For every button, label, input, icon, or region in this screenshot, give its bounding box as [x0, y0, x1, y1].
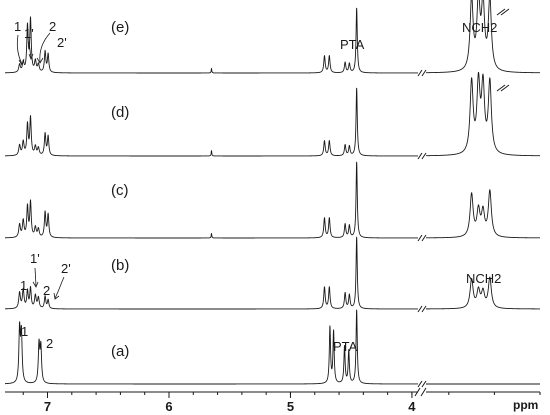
peak-label: 1'	[24, 26, 34, 41]
x-axis: 7 6 5 4 ppm	[5, 387, 541, 414]
spectrum-label: (a)	[111, 343, 129, 360]
peak-label: 1'	[30, 251, 40, 266]
peak-clip-mark	[496, 84, 510, 92]
peak-label: 1	[20, 278, 27, 293]
spectrum-line-right	[425, 276, 541, 310]
peak-label: 2	[43, 283, 50, 298]
peak-label: PTA	[340, 37, 365, 52]
arrow-head	[18, 58, 25, 66]
peak-label: 1	[21, 324, 28, 339]
peak-label: 2	[46, 336, 53, 351]
nch2-label: NCH2	[466, 271, 501, 286]
arrow-line	[16, 34, 23, 65]
spectrum-line-left	[4, 161, 419, 239]
trace-break-mark	[417, 69, 427, 77]
spectrum-line-left	[4, 236, 419, 310]
spectrum-trace	[4, 71, 541, 160]
spectrum-label: (b)	[111, 257, 129, 274]
peak-label: 2'	[61, 261, 71, 276]
nch2-label: NCH2	[462, 20, 497, 35]
spectrum-label: (e)	[111, 19, 129, 36]
arrow-head	[36, 57, 44, 64]
x-axis-title: ppm	[513, 398, 538, 412]
spectrum-trace	[4, 0, 541, 77]
spectrum-line-right	[425, 71, 541, 157]
spectrum-line-left	[4, 87, 419, 157]
arrow-head	[28, 53, 34, 61]
arrow-line	[39, 32, 51, 63]
spectrum-line-left	[4, 309, 419, 385]
spectrum-label: (c)	[111, 182, 129, 199]
x-tick-label: 6	[165, 399, 172, 414]
trace-break-mark	[417, 305, 427, 313]
arrow-head	[53, 292, 60, 300]
spectrum-trace	[4, 236, 541, 313]
spectrum-line-right	[425, 0, 541, 74]
peak-label: 2'	[57, 35, 67, 50]
trace-break-mark	[417, 380, 427, 388]
arrow-head	[32, 281, 39, 288]
peak-label: 2	[49, 19, 56, 34]
spectrum-line-left	[4, 7, 419, 74]
arrow-line	[28, 41, 32, 59]
spectra-group	[4, 0, 541, 388]
arrow-line	[54, 276, 65, 299]
spectrum-label: (d)	[111, 104, 129, 121]
spectrum-trace	[4, 161, 541, 242]
x-tick-label: 4	[408, 399, 416, 414]
x-axis-break-mark	[414, 387, 427, 397]
spectrum-trace	[4, 309, 541, 388]
peak-clip-mark	[496, 8, 510, 16]
peak-label: 1	[14, 19, 21, 34]
trace-break-mark	[417, 234, 427, 242]
arrow-line	[34, 267, 37, 287]
peak-label: PTA	[333, 339, 358, 354]
trace-break-mark	[417, 152, 427, 160]
x-tick-label: 5	[287, 399, 294, 414]
spectrum-line-right	[425, 189, 541, 239]
x-tick-label: 7	[44, 399, 51, 414]
